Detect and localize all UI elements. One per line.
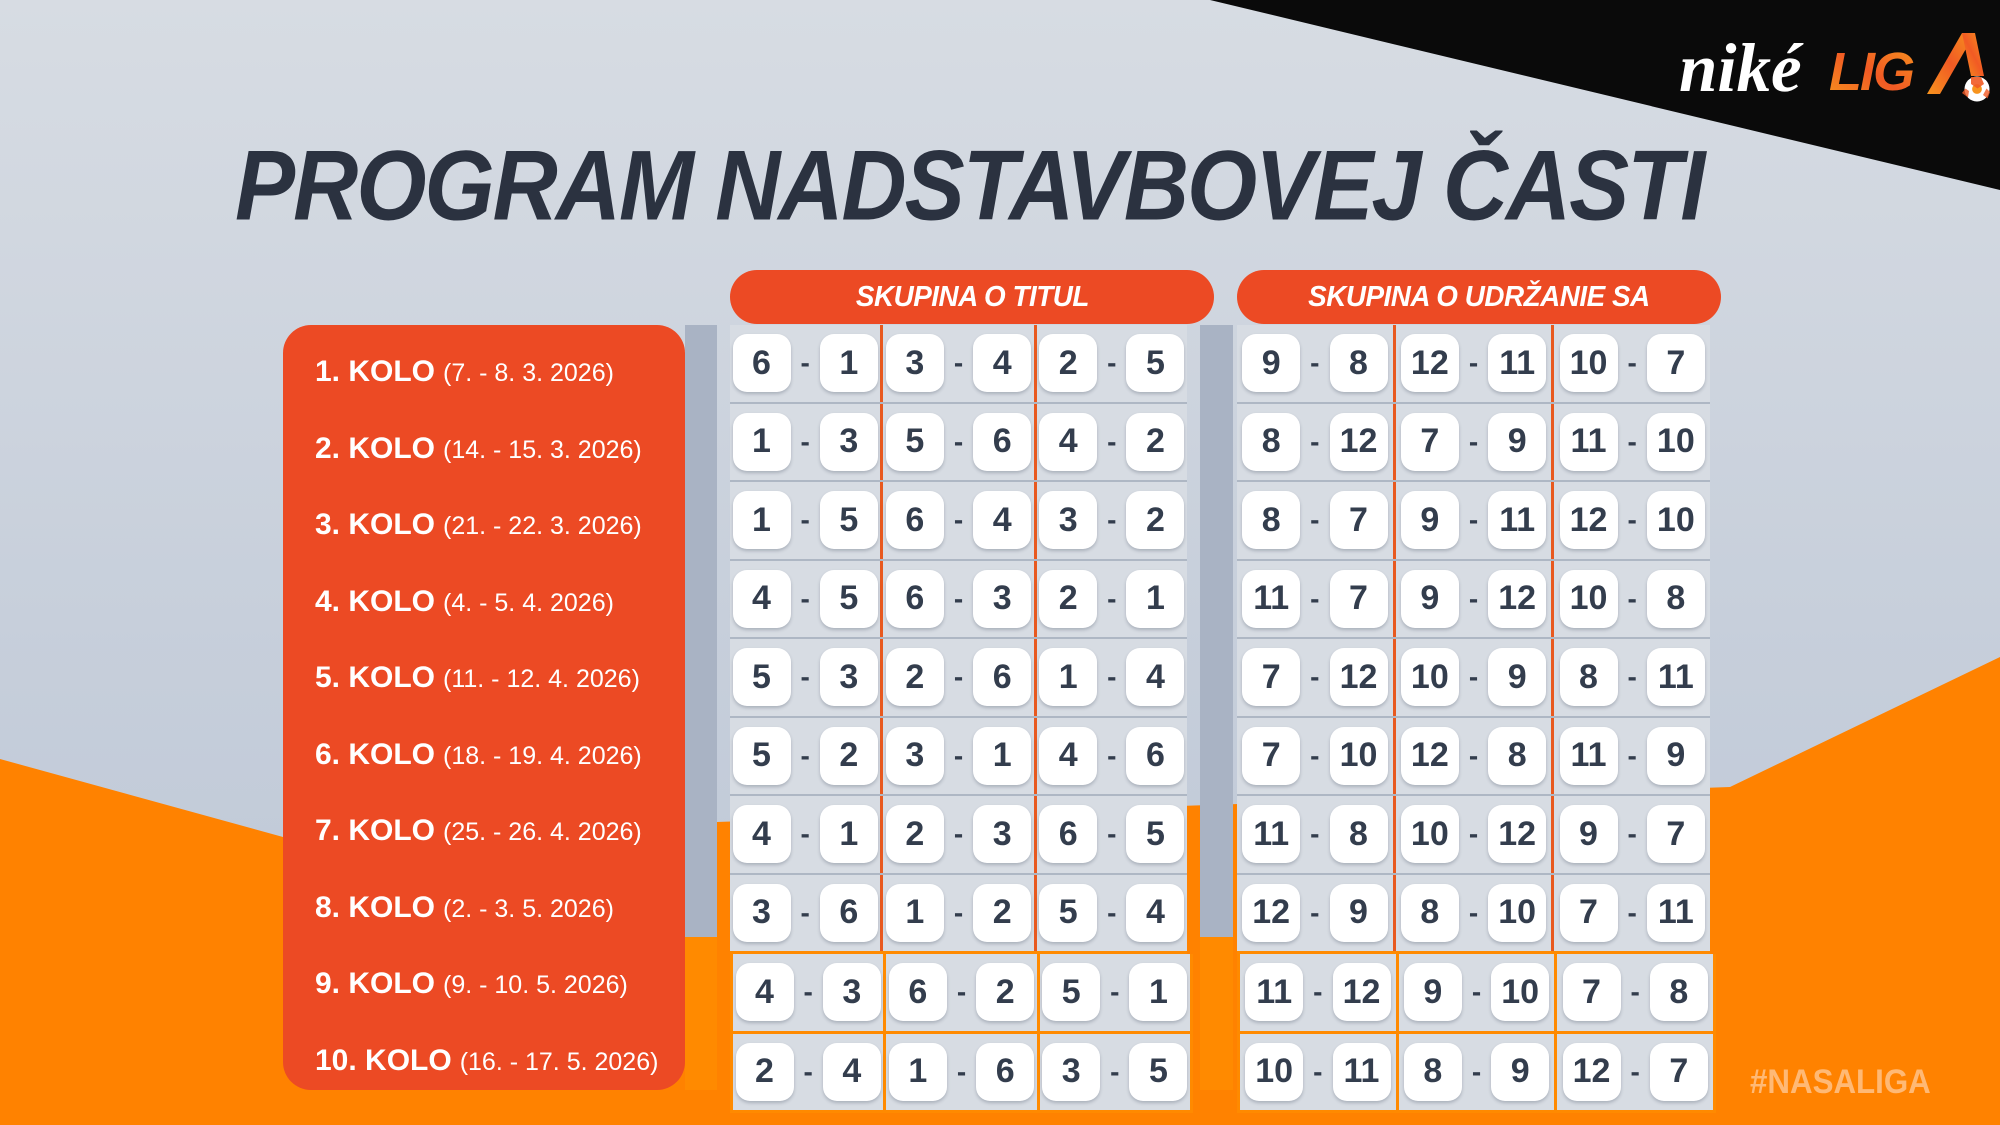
svg-text:LIG: LIG: [1829, 42, 1914, 102]
svg-text:niké: niké: [1679, 30, 1804, 106]
